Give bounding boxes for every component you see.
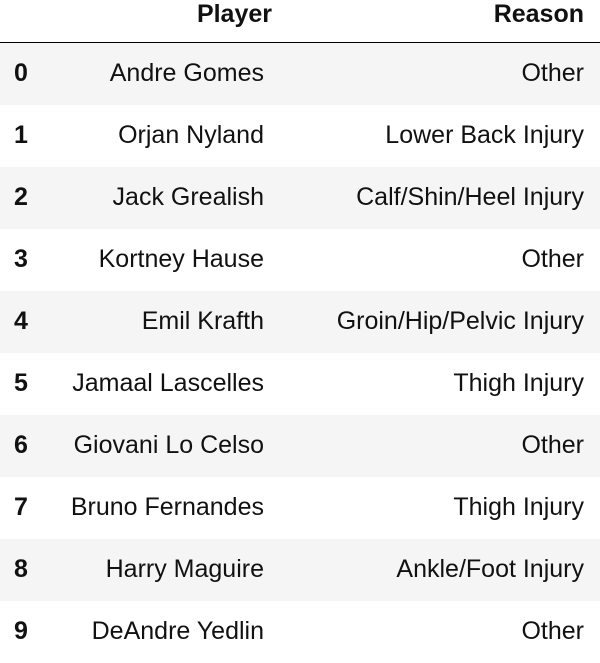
table-row: 6 Giovani Lo Celso Other	[0, 414, 600, 477]
player-cell: Jamaal Lascelles	[72, 369, 264, 397]
row-index: 6	[14, 431, 28, 459]
table-row: 5 Jamaal Lascelles Thigh Injury	[0, 352, 600, 415]
table-row: 2 Jack Grealish Calf/Shin/Heel Injury	[0, 166, 600, 229]
index-column-header	[0, 0, 48, 43]
player-cell: Andre Gomes	[109, 59, 264, 88]
player-column-header: Player	[48, 0, 288, 43]
row-index: 9	[14, 617, 28, 645]
table-row: 1 Orjan Nyland Lower Back Injury	[0, 104, 600, 167]
row-index: 8	[14, 555, 28, 583]
table-row: 7 Bruno Fernandes Thigh Injury	[0, 476, 600, 539]
row-index: 0	[14, 59, 28, 88]
reason-cell: Other	[521, 59, 584, 88]
table-row: 4 Emil Krafth Groin/Hip/Pelvic Injury	[0, 290, 600, 353]
table-row: 8 Harry Maguire Ankle/Foot Injury	[0, 538, 600, 601]
player-cell: Kortney Hause	[98, 245, 264, 273]
player-cell: Jack Grealish	[112, 183, 264, 211]
player-cell: Emil Krafth	[141, 307, 264, 335]
row-index: 3	[14, 245, 28, 273]
reason-cell: Other	[521, 431, 584, 459]
player-cell: Bruno Fernandes	[70, 493, 264, 521]
table-row: 3 Kortney Hause Other	[0, 228, 600, 291]
reason-cell: Groin/Hip/Pelvic Injury	[336, 307, 584, 335]
reason-column-header: Reason	[288, 0, 600, 43]
row-index: 1	[14, 121, 28, 149]
row-index: 2	[14, 183, 28, 211]
row-index: 7	[14, 493, 28, 521]
player-cell: DeAndre Yedlin	[91, 617, 264, 645]
reason-cell: Lower Back Injury	[385, 121, 584, 149]
table-body: 0 Andre Gomes Other 1 Orjan Nyland Lower…	[0, 42, 600, 663]
reason-cell: Other	[521, 617, 584, 645]
header-row: Player Reason	[0, 0, 600, 43]
row-index: 5	[14, 369, 28, 397]
reason-cell: Thigh Injury	[453, 493, 584, 521]
reason-cell: Thigh Injury	[453, 369, 584, 397]
player-cell: Giovani Lo Celso	[73, 431, 264, 459]
player-cell: Harry Maguire	[105, 555, 264, 583]
table-row: 9 DeAndre Yedlin Other	[0, 600, 600, 663]
reason-cell: Calf/Shin/Heel Injury	[356, 183, 584, 211]
table-header: Player Reason	[0, 0, 600, 43]
reason-cell: Other	[521, 245, 584, 273]
row-index: 4	[14, 307, 28, 335]
player-cell: Orjan Nyland	[118, 121, 264, 149]
reason-cell: Ankle/Foot Injury	[396, 555, 584, 583]
table-row: 0 Andre Gomes Other	[0, 42, 600, 105]
